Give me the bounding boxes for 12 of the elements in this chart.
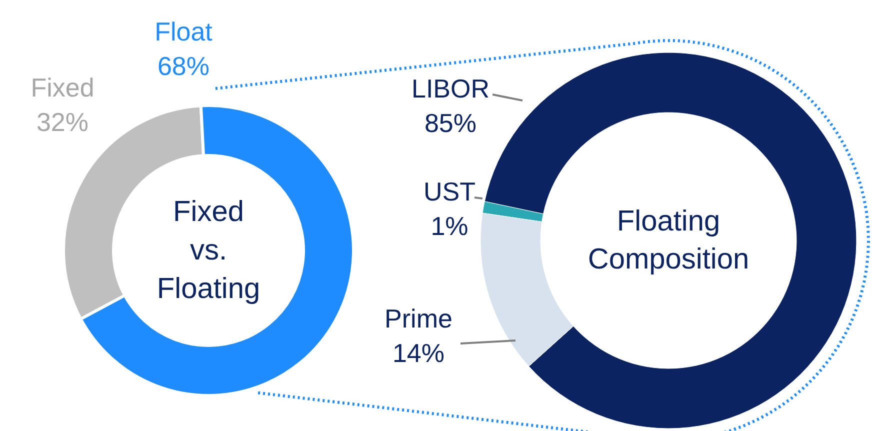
slice-label: UST (424, 176, 476, 206)
text: Fixed vs. Floating (156, 196, 260, 305)
text: Floating Composition (588, 205, 750, 276)
data-label: 14% (392, 338, 445, 368)
slice-label: Fixed (30, 72, 94, 102)
data-label: 68% (157, 50, 210, 81)
slice-label: Prime (384, 303, 452, 334)
data-label: 32% (36, 106, 89, 137)
slice-label: Float (154, 16, 214, 46)
data-label: 1% (430, 210, 468, 241)
data-label: 85% (424, 108, 477, 138)
slice-label: LIBOR (411, 73, 490, 104)
